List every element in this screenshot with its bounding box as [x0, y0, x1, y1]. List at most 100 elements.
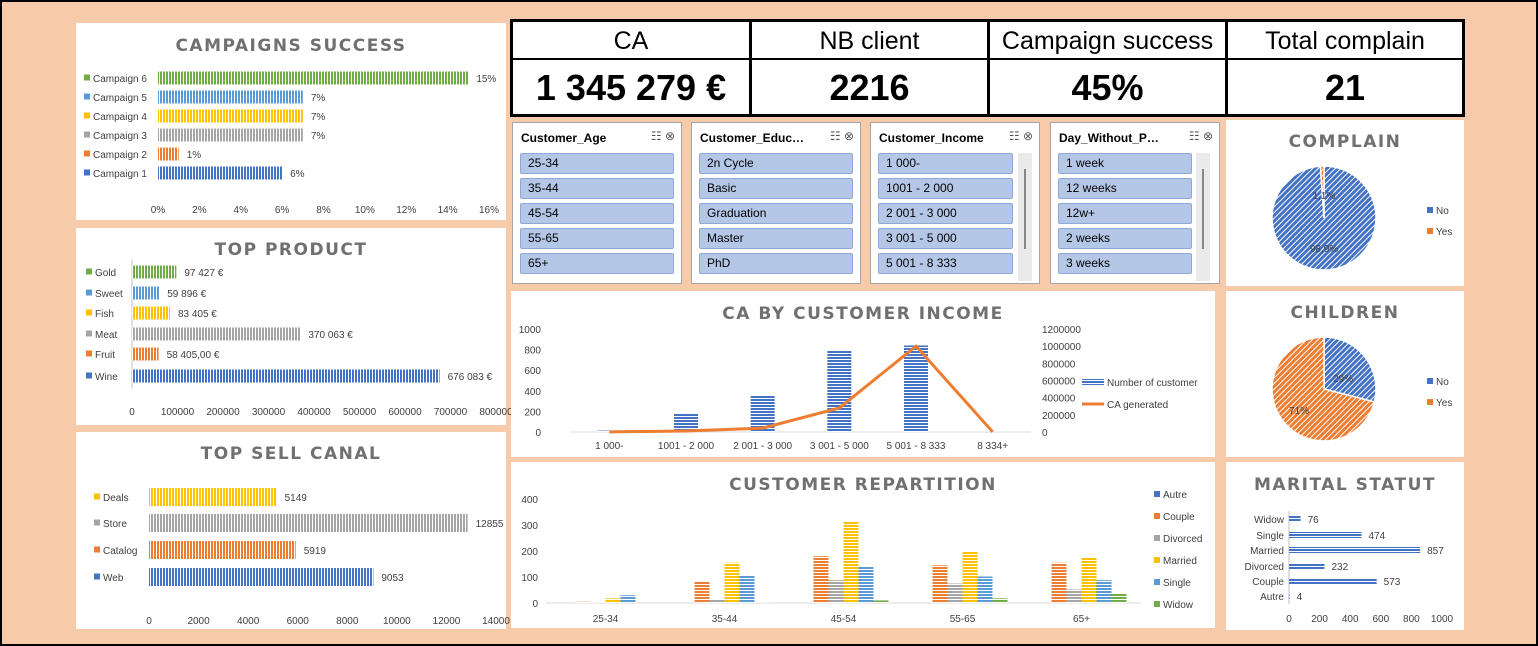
campaigns-success-chart: 0% 2% 4% 6% 8% 10% 12% 14% 16% Campaign 6 15% Campa…: [84, 71, 499, 216]
slicer-item[interactable]: 12 weeks: [1058, 178, 1192, 199]
category-label: Campaign 6: [93, 74, 147, 85]
y-tick-label: 600: [524, 366, 541, 377]
slicer-item[interactable]: 3 001 - 5 000: [878, 228, 1013, 249]
bar: [575, 601, 591, 603]
chart-title: MARITAL STATUT: [1253, 475, 1437, 495]
clear-filter-icon[interactable]: ⊗: [664, 129, 675, 143]
slicer-item[interactable]: 2 001 - 3 000: [878, 203, 1013, 224]
kpi-label: Campaign success: [990, 22, 1225, 60]
x-tick-label: 45-54: [831, 614, 857, 625]
legend-label: CA generated: [1107, 400, 1168, 411]
slicer-scrollbar[interactable]: [1018, 153, 1032, 281]
category-label: Autre: [1260, 592, 1284, 603]
slicer-icons: ☷ ⊗: [651, 129, 675, 143]
data-label: 59 896 €: [167, 289, 206, 300]
kpi-nb-client: NB client 2216: [749, 19, 990, 117]
legend-marker: [86, 289, 92, 296]
slicer-item[interactable]: PhD: [699, 253, 853, 274]
scroll-thumb[interactable]: [1202, 169, 1204, 249]
slicer-item[interactable]: 45-54: [520, 203, 674, 224]
campaigns-success-panel: CAMPAIGNS SUCCESS 0% 2% 4% 6% 8% 10% 12% 14% 16%…: [76, 23, 506, 220]
category-label: Catalog: [103, 546, 137, 557]
legend-marker: [84, 74, 90, 81]
slicer-customer-age: Customer_Age ☷ ⊗ 25-34 35-44 45-54 55-65…: [512, 122, 682, 284]
bar: [739, 575, 755, 603]
chart-title: COMPLAIN: [1288, 132, 1402, 152]
slicer-item[interactable]: 2 weeks: [1058, 228, 1192, 249]
x-tick-label: 6%: [275, 205, 290, 216]
data-label: 98,9%: [1310, 244, 1338, 255]
bar: [132, 327, 301, 341]
bar: [674, 413, 698, 432]
data-label: 5919: [304, 546, 327, 557]
x-tick-label: 3 001 - 5 000: [810, 441, 869, 452]
slicer-item[interactable]: Graduation: [699, 203, 853, 224]
bar: [828, 580, 844, 603]
clear-filter-icon[interactable]: ⊗: [1022, 129, 1033, 143]
children-pie-chart: 29% 71% No Yes: [1271, 336, 1452, 442]
x-tick-label: 400: [1342, 614, 1359, 625]
category-label: Couple: [1252, 577, 1284, 588]
bar: [858, 566, 874, 603]
bar: [709, 599, 725, 603]
legend-marker: [84, 93, 90, 100]
bar: [1289, 593, 1290, 599]
multi-select-icon[interactable]: ☷: [829, 129, 841, 143]
x-tick-label: 8 334+: [977, 441, 1008, 452]
bar: [149, 568, 374, 586]
customer-repartition-panel: CUSTOMER REPARTITION 0 100 200 300 400 25-34 3…: [511, 462, 1215, 628]
slicer-item[interactable]: 1 000-: [878, 153, 1013, 174]
legend-label: Widow: [1163, 600, 1194, 611]
legend-label: Autre: [1163, 490, 1187, 501]
slicer-item[interactable]: Master: [699, 228, 853, 249]
slicer-item[interactable]: Basic: [699, 178, 853, 199]
category-label: Campaign 4: [93, 112, 147, 123]
x-tick-label: 800000: [479, 407, 513, 418]
y2-tick-label: 0: [1042, 428, 1048, 439]
marital-statut-chart: 0 200 400 600 800 1000 Widow 76 Single 474 Married…: [1245, 511, 1454, 625]
slicer-title: Customer_Educat...: [700, 131, 805, 145]
x-tick-label: 35-44: [712, 614, 738, 625]
x-tick-label: 55-65: [950, 614, 976, 625]
kpi-campaign-success: Campaign success 45%: [987, 19, 1228, 117]
slicer-scrollbar[interactable]: [1196, 153, 1210, 281]
slicer-item[interactable]: 2n Cycle: [699, 153, 853, 174]
x-tick-label: 0: [146, 616, 152, 627]
bar: [132, 286, 160, 300]
slicer-item[interactable]: 3 weeks: [1058, 253, 1192, 274]
legend-marker: [86, 372, 92, 379]
legend-marker: [1427, 207, 1433, 213]
bar: [827, 350, 852, 432]
data-label: 4: [1297, 592, 1303, 603]
slicer-item[interactable]: 25-34: [520, 153, 674, 174]
bar: [132, 306, 170, 320]
slicer-title: Day_Without_Pur...: [1059, 131, 1164, 145]
y-tick-label: 0: [532, 599, 538, 610]
x-tick-label: 6000: [287, 616, 310, 627]
scroll-thumb[interactable]: [1024, 169, 1026, 249]
category-label: Fish: [95, 309, 114, 320]
slicer-icons: ☷ ⊗: [1009, 129, 1033, 143]
clear-filter-icon[interactable]: ⊗: [843, 129, 854, 143]
bar: [149, 541, 296, 559]
slicer-item[interactable]: 35-44: [520, 178, 674, 199]
slicer-item[interactable]: 1001 - 2 000: [878, 178, 1013, 199]
slicer-item[interactable]: 55-65: [520, 228, 674, 249]
clear-filter-icon[interactable]: ⊗: [1202, 129, 1213, 143]
x-tick-label: 2%: [192, 205, 207, 216]
y2-tick-label: 800000: [1042, 359, 1076, 370]
x-tick-label: 600: [1372, 614, 1389, 625]
slicer-item[interactable]: 1 week: [1058, 153, 1192, 174]
legend-label: Single: [1163, 578, 1191, 589]
multi-select-icon[interactable]: ☷: [650, 129, 662, 143]
bar: [158, 109, 303, 123]
legend-marker: [1154, 557, 1160, 563]
slicer-item[interactable]: 5 001 - 8 333: [878, 253, 1013, 274]
multi-select-icon[interactable]: ☷: [1188, 129, 1200, 143]
multi-select-icon[interactable]: ☷: [1008, 129, 1020, 143]
x-tick-label: 200: [1311, 614, 1328, 625]
chart-title: TOP PRODUCT: [214, 240, 368, 260]
slicer-item[interactable]: 65+: [520, 253, 674, 274]
slicer-item[interactable]: 12w+: [1058, 203, 1192, 224]
